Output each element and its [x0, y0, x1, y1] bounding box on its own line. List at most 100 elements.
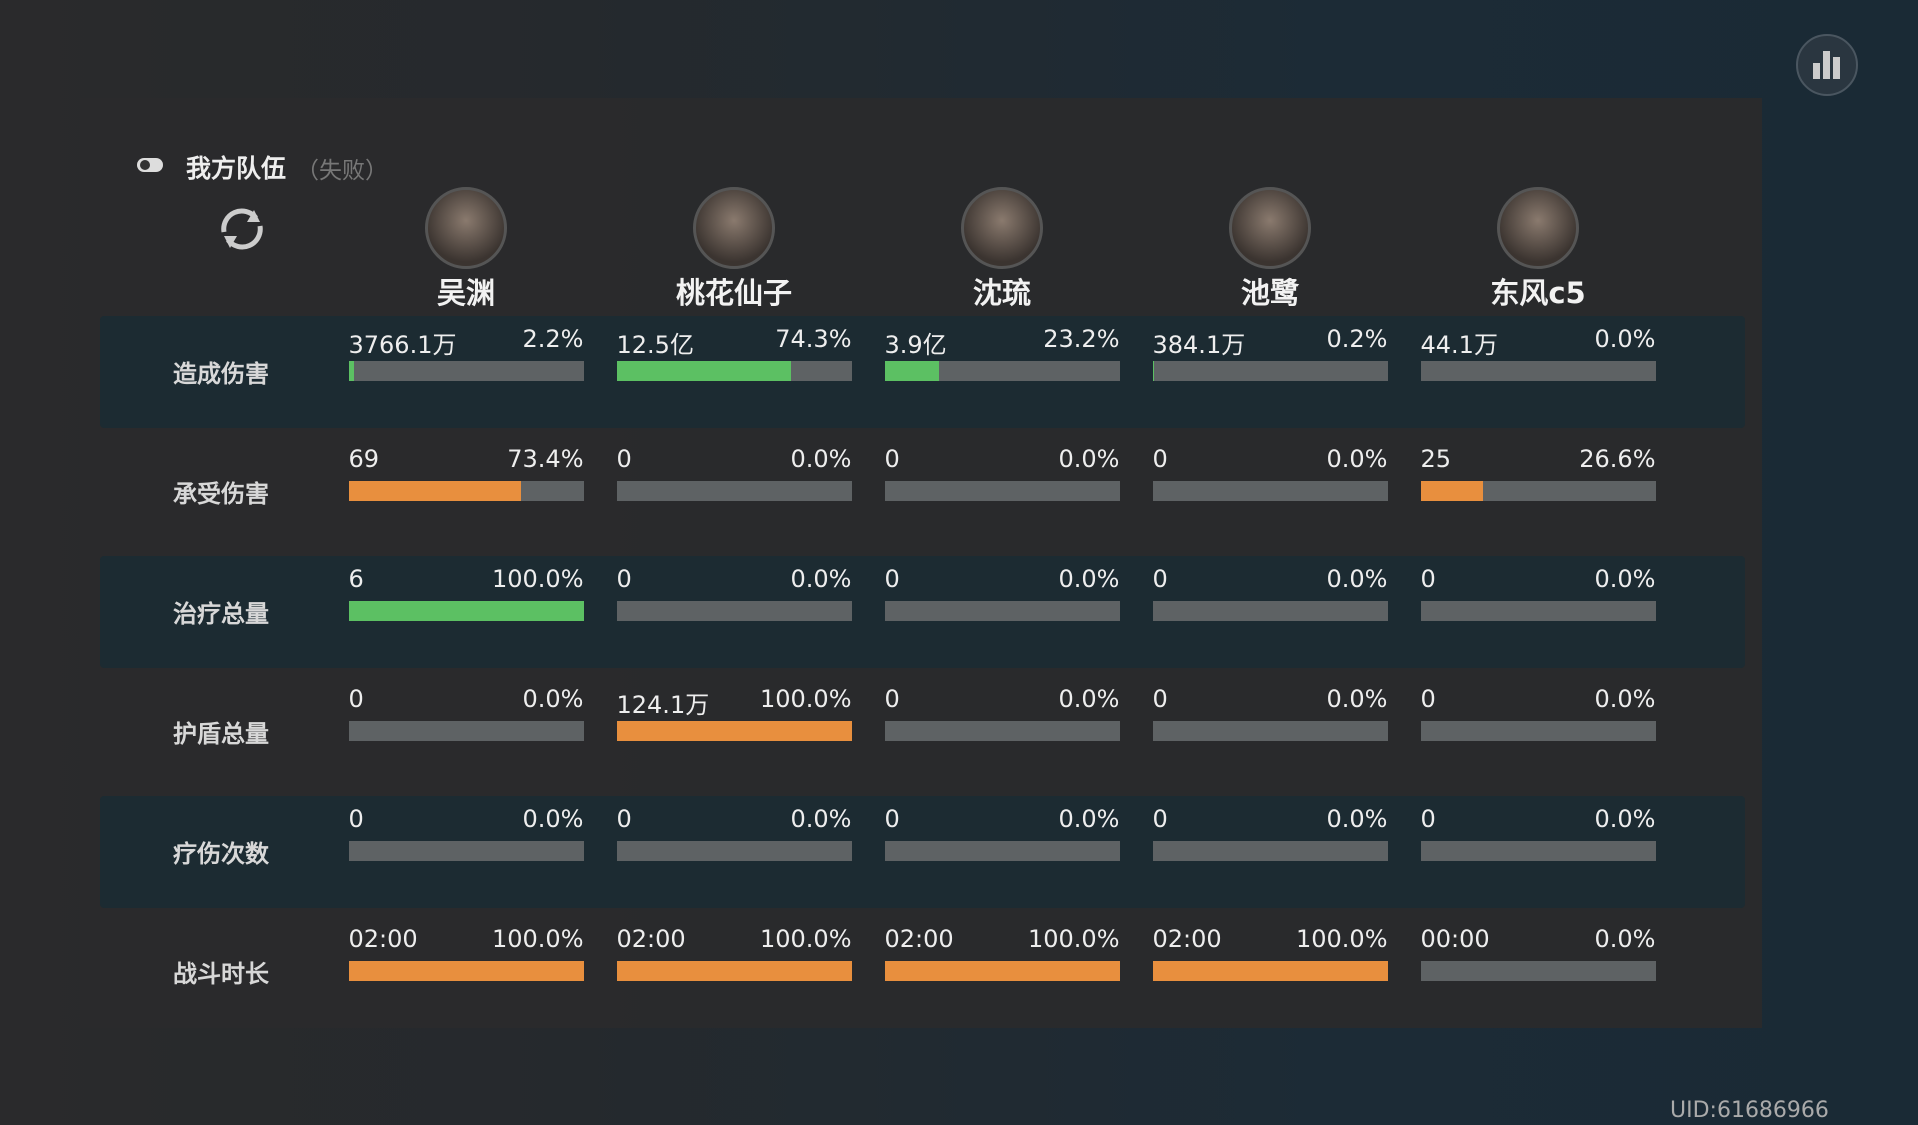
share-label: 0.0% [1058, 445, 1120, 473]
amount: 0 [1152, 805, 1168, 833]
share-label: 0.0% [1594, 565, 1656, 593]
amount: 02:00 [884, 925, 954, 953]
bar-fill [616, 961, 852, 981]
bar-track [348, 721, 584, 741]
bar-track [348, 961, 584, 981]
amount: 0 [884, 445, 900, 473]
team-title: 我方队伍 [186, 154, 287, 183]
amount: 02:00 [1152, 925, 1222, 953]
amount: 0 [1420, 805, 1436, 833]
bar-track [1152, 601, 1388, 621]
bar-track [616, 481, 852, 501]
amount: 0 [884, 685, 900, 713]
share-label: 100.0% [1027, 925, 1120, 953]
share-label: 0.0% [1326, 445, 1388, 473]
bar-track [1152, 961, 1388, 981]
row-label: 治疗总量 [173, 600, 269, 628]
bar-track [1152, 841, 1388, 861]
bar-track [616, 361, 852, 381]
amount: 0 [1420, 565, 1436, 593]
amount: 25 [1420, 445, 1452, 473]
bar-fill [348, 601, 584, 621]
amount: 0 [884, 805, 900, 833]
share-label: 100.0% [759, 925, 852, 953]
amount: 0 [1152, 685, 1168, 713]
toggle-icon[interactable] [136, 155, 164, 175]
amount: 0 [1420, 685, 1436, 713]
stats-button[interactable] [1795, 33, 1859, 97]
bar-track [884, 601, 1120, 621]
bar-fill [884, 361, 940, 381]
bar-track [1420, 481, 1656, 501]
bar-track [616, 961, 852, 981]
player-name: 池鹭 [1240, 276, 1299, 310]
share-label: 26.6% [1579, 445, 1656, 473]
share-label: 0.0% [522, 805, 584, 833]
bar-track [1420, 961, 1656, 981]
player-name: 东风c5 [1490, 276, 1586, 310]
bar-track [616, 841, 852, 861]
bar-track [884, 721, 1120, 741]
share-label: 73.4% [507, 445, 584, 473]
bar-track [1420, 601, 1656, 621]
avatar [693, 187, 775, 269]
share-label: 0.0% [1058, 685, 1120, 713]
bar-track [884, 481, 1120, 501]
amount: 00:00 [1420, 925, 1490, 953]
share-label: 74.3% [775, 325, 852, 353]
team-status: （失败） [296, 158, 388, 184]
avatar [425, 187, 507, 269]
share-label: 0.0% [790, 445, 852, 473]
share-label: 0.0% [1326, 565, 1388, 593]
amount: 44.1万 [1420, 331, 1498, 359]
amount: 0 [616, 445, 632, 473]
bar-track [1152, 361, 1388, 381]
amount: 02:00 [616, 925, 686, 953]
bar-track [348, 601, 584, 621]
share-label: 0.0% [1326, 685, 1388, 713]
player-name: 沈琉 [972, 276, 1031, 310]
share-label: 0.0% [1594, 325, 1656, 353]
row-label: 护盾总量 [173, 720, 269, 748]
share-label: 0.0% [1594, 685, 1656, 713]
amount: 0 [616, 805, 632, 833]
row-label: 战斗时长 [173, 960, 269, 988]
bar-fill [884, 961, 1120, 981]
bar-track [1152, 481, 1388, 501]
avatar [1229, 187, 1311, 269]
avatar [1497, 187, 1579, 269]
bar-track [348, 361, 584, 381]
share-label: 100.0% [491, 925, 584, 953]
share-label: 100.0% [491, 565, 584, 593]
amount: 12.5亿 [616, 331, 694, 359]
share-label: 0.0% [1594, 925, 1656, 953]
bar-track [884, 361, 1120, 381]
bar-track [1420, 721, 1656, 741]
share-label: 100.0% [1295, 925, 1388, 953]
bar-track [884, 961, 1120, 981]
refresh-button[interactable] [214, 204, 270, 254]
share-label: 0.0% [790, 565, 852, 593]
amount: 384.1万 [1152, 331, 1246, 359]
amount: 0 [348, 805, 364, 833]
bar-fill [616, 361, 792, 381]
amount: 6 [348, 565, 364, 593]
amount: 0 [1152, 445, 1168, 473]
share-label: 100.0% [759, 685, 852, 713]
bar-track [1420, 361, 1656, 381]
uid: UID:61686966 [1670, 1098, 1829, 1123]
bar-fill [1420, 481, 1483, 501]
player-name: 吴渊 [436, 276, 495, 310]
row-label: 造成伤害 [173, 360, 269, 388]
bar-track [1152, 721, 1388, 741]
bar-fill [348, 961, 584, 981]
bar-fill [348, 361, 354, 381]
amount: 124.1万 [616, 691, 710, 719]
amount: 02:00 [348, 925, 418, 953]
share-label: 0.0% [1594, 805, 1656, 833]
share-label: 0.0% [1058, 805, 1120, 833]
amount: 0 [884, 565, 900, 593]
row-label: 疗伤次数 [173, 840, 269, 868]
amount: 69 [348, 445, 380, 473]
share-label: 0.0% [522, 685, 584, 713]
